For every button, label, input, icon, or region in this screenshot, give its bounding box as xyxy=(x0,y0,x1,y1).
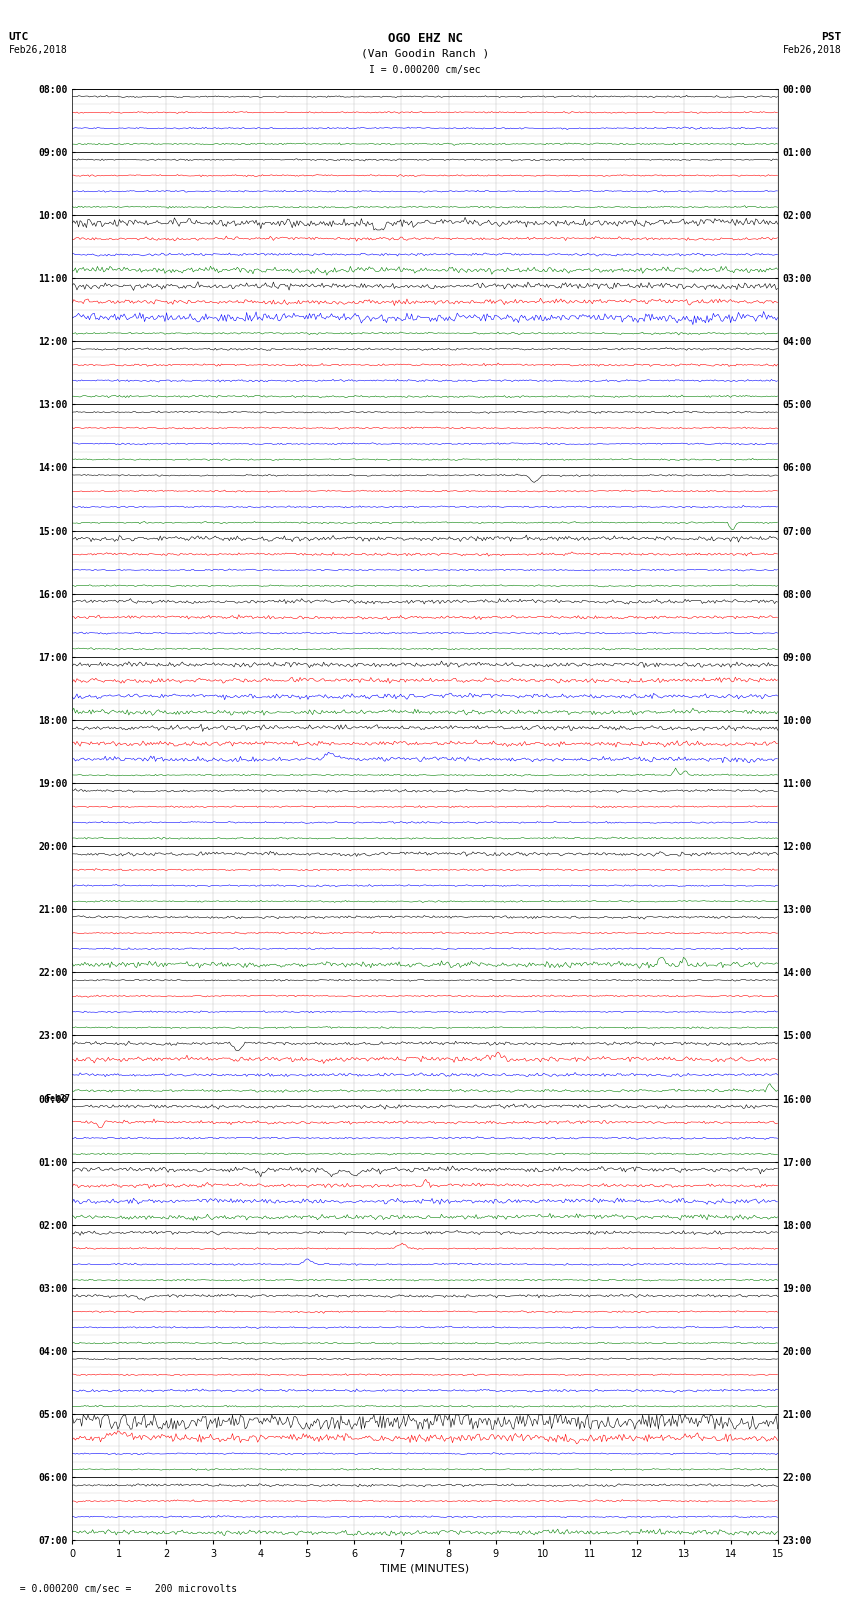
Text: OGO EHZ NC: OGO EHZ NC xyxy=(388,32,462,45)
Text: PST: PST xyxy=(821,32,842,42)
Text: UTC: UTC xyxy=(8,32,29,42)
Text: (Van Goodin Ranch ): (Van Goodin Ranch ) xyxy=(361,48,489,58)
Text: = 0.000200 cm/sec =    200 microvolts: = 0.000200 cm/sec = 200 microvolts xyxy=(8,1584,238,1594)
Text: Feb26,2018: Feb26,2018 xyxy=(783,45,842,55)
Text: Feb27: Feb27 xyxy=(46,1094,71,1103)
X-axis label: TIME (MINUTES): TIME (MINUTES) xyxy=(381,1563,469,1574)
Text: I = 0.000200 cm/sec: I = 0.000200 cm/sec xyxy=(369,65,481,74)
Text: Feb26,2018: Feb26,2018 xyxy=(8,45,67,55)
